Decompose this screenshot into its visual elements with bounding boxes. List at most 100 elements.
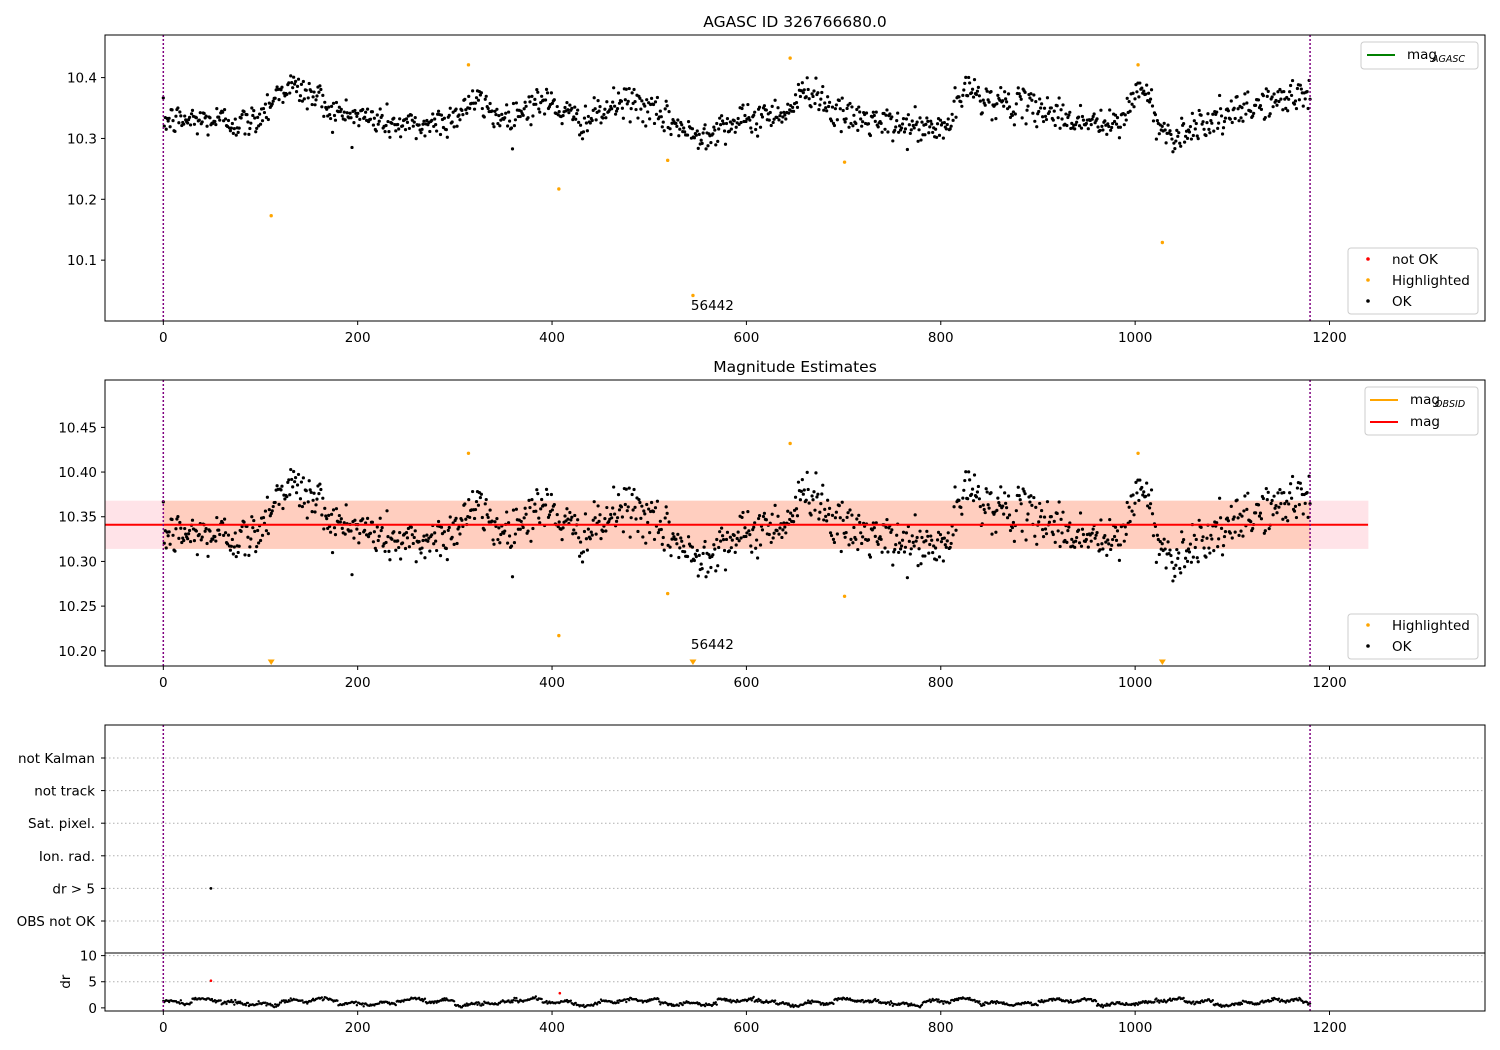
ok-point <box>737 539 741 543</box>
ok-point <box>1038 97 1042 101</box>
ok-point <box>977 94 981 98</box>
ok-point <box>1202 546 1206 550</box>
ok-point <box>690 127 695 131</box>
dr-point <box>1284 1001 1287 1004</box>
ok-point <box>1211 112 1215 116</box>
ok-point <box>746 510 750 514</box>
ok-point <box>371 540 376 544</box>
ok-point <box>827 104 831 109</box>
ok-point <box>1244 112 1248 116</box>
ok-point <box>233 117 237 121</box>
ok-point <box>1147 100 1152 104</box>
flag-point <box>209 887 213 890</box>
dr-point <box>889 1000 893 1003</box>
ok-point <box>1078 103 1083 108</box>
ok-point <box>423 134 427 138</box>
ok-point <box>1289 496 1294 500</box>
ok-point <box>578 133 582 137</box>
ok-point <box>927 131 931 135</box>
ok-point <box>1191 133 1195 138</box>
ok-point <box>410 533 414 537</box>
ok-point <box>576 108 580 112</box>
ok-point <box>1186 547 1191 551</box>
ok-point <box>1228 531 1232 535</box>
ok-point <box>769 540 773 545</box>
ok-point <box>1303 501 1307 505</box>
ok-point <box>1299 87 1303 91</box>
ok-point <box>1262 531 1266 535</box>
ok-point <box>728 120 732 124</box>
ok-point <box>375 525 379 529</box>
ok-point <box>1172 141 1176 145</box>
ok-point <box>454 107 458 111</box>
dr-point <box>677 1004 681 1007</box>
ok-point <box>457 113 461 117</box>
ok-point <box>435 548 439 553</box>
x-tick-label: 1200 <box>1312 675 1346 691</box>
ok-point <box>1041 119 1046 124</box>
ok-point <box>446 528 450 532</box>
ok-point <box>314 503 318 507</box>
ok-point <box>208 529 212 533</box>
ok-point <box>234 133 238 137</box>
dr-point <box>978 1000 981 1003</box>
ok-point <box>171 119 175 123</box>
ok-point <box>578 540 583 544</box>
ok-point <box>1279 97 1283 101</box>
ok-point <box>248 126 252 131</box>
ok-point <box>366 535 371 539</box>
legend-point-marker <box>1366 299 1370 303</box>
ok-point <box>702 545 706 549</box>
axes-frame <box>104 379 1486 667</box>
ok-point <box>636 116 640 120</box>
ok-point <box>388 558 392 562</box>
ok-point <box>677 555 681 560</box>
ok-point <box>884 525 888 529</box>
ok-point <box>312 491 316 495</box>
ok-point <box>933 127 938 131</box>
ok-point <box>645 502 649 507</box>
obsid-annotation: 56442 <box>691 637 734 653</box>
ok-point <box>1011 110 1016 114</box>
ok-point <box>1033 119 1037 123</box>
ok-point <box>719 123 723 127</box>
ok-point <box>605 505 609 510</box>
ok-point <box>996 496 1000 500</box>
ok-point <box>801 91 805 95</box>
dr-point <box>1182 996 1185 1000</box>
ok-point <box>601 529 605 533</box>
ok-point <box>1223 530 1228 534</box>
dr-point <box>711 1003 715 1007</box>
ok-point <box>289 467 293 472</box>
ok-point <box>1050 530 1054 534</box>
ok-point <box>573 513 577 518</box>
ok-point <box>588 537 592 541</box>
ok-point <box>194 116 198 120</box>
ok-point <box>1042 106 1047 110</box>
ok-point <box>258 112 262 116</box>
dr-point <box>1124 1003 1127 1007</box>
ok-point <box>421 538 425 543</box>
ok-point <box>914 539 918 543</box>
ok-point <box>567 111 571 115</box>
ok-point <box>578 554 582 558</box>
ok-point <box>783 113 787 117</box>
ok-point <box>762 511 767 515</box>
ok-point <box>583 104 588 108</box>
ok-point <box>615 516 620 520</box>
ok-point <box>757 514 762 518</box>
ok-point <box>300 99 304 103</box>
ok-point <box>1004 97 1008 101</box>
ok-point <box>234 554 238 559</box>
ok-point <box>257 541 261 545</box>
ok-point <box>716 139 720 143</box>
ok-point <box>1100 124 1104 128</box>
ok-point <box>905 576 909 580</box>
ok-point <box>911 540 915 545</box>
ok-point <box>1289 482 1293 486</box>
dr-point <box>928 998 931 1001</box>
ok-point <box>1147 91 1151 95</box>
ok-point <box>1217 121 1221 125</box>
ok-point <box>791 519 796 524</box>
ok-point <box>1170 137 1174 141</box>
